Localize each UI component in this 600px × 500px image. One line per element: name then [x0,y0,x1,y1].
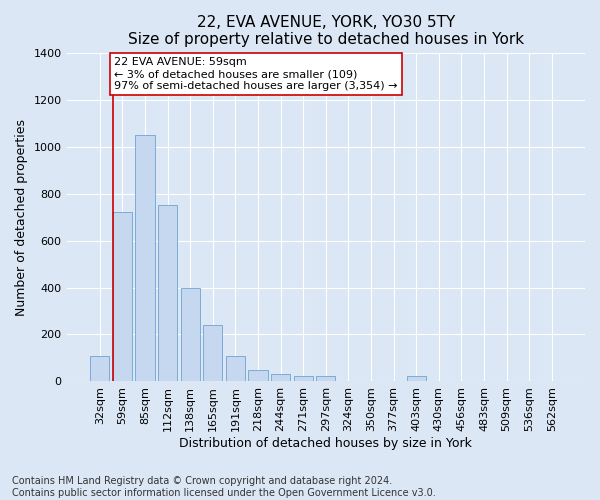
Y-axis label: Number of detached properties: Number of detached properties [15,118,28,316]
Bar [113,212,132,382]
Bar [316,376,335,382]
Bar [158,206,177,382]
Bar [271,374,290,382]
Bar [203,325,223,382]
Text: Contains HM Land Registry data © Crown copyright and database right 2024.
Contai: Contains HM Land Registry data © Crown c… [12,476,436,498]
Bar [90,356,109,382]
Bar [226,356,245,382]
Bar [407,376,426,382]
X-axis label: Distribution of detached houses by size in York: Distribution of detached houses by size … [179,437,472,450]
Bar [181,288,200,382]
Bar [248,370,268,382]
Text: 22 EVA AVENUE: 59sqm
← 3% of detached houses are smaller (109)
97% of semi-detac: 22 EVA AVENUE: 59sqm ← 3% of detached ho… [115,58,398,90]
Bar [293,376,313,382]
Bar [136,135,155,382]
Title: 22, EVA AVENUE, YORK, YO30 5TY
Size of property relative to detached houses in Y: 22, EVA AVENUE, YORK, YO30 5TY Size of p… [128,15,524,48]
